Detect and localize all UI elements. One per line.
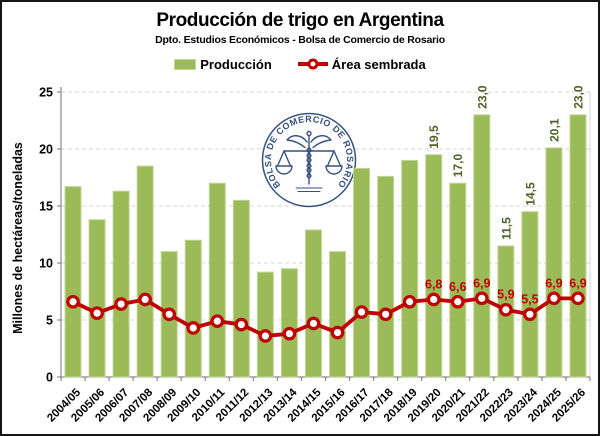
production-bar	[473, 114, 491, 378]
production-bar	[184, 239, 202, 378]
production-bar	[280, 268, 298, 378]
sown-area-value-label: 6,6	[449, 280, 466, 294]
sown-area-point	[306, 316, 321, 331]
y-axis-tick-label: 15	[39, 200, 53, 214]
sown-area-point	[330, 325, 345, 340]
bar-value-label: 11,5	[499, 217, 513, 240]
sown-area-point	[474, 291, 489, 306]
sown-area-point	[66, 294, 80, 309]
sown-area-value-label: 6,9	[473, 276, 490, 290]
y-axis-tick-label: 0	[46, 371, 53, 385]
production-bar	[232, 199, 250, 378]
sown-area-point	[186, 321, 201, 335]
production-bar	[112, 190, 130, 378]
production-bar	[353, 167, 371, 378]
sown-area-value-label: 6,8	[425, 277, 442, 291]
production-bar	[256, 271, 274, 378]
production-bar	[88, 219, 106, 378]
bar-value-label: 23,0	[571, 85, 585, 109]
sown-area-point	[523, 307, 537, 322]
sown-area-point	[258, 329, 273, 343]
legend-item-area: Área sembrada	[297, 56, 426, 72]
chart-subtitle: Dpto. Estudios Económicos - Bolsa de Com…	[155, 34, 445, 46]
production-bar	[401, 159, 419, 378]
production-bar	[208, 182, 226, 378]
sown-area-point	[450, 294, 465, 309]
sown-area-point	[378, 307, 393, 322]
sown-area-value-label: 5,5	[521, 292, 538, 306]
legend-area-label: Área sembrada	[331, 56, 426, 72]
y-axis-title: Millones de hectáreas/toneladas	[11, 142, 25, 334]
y-axis-tick-label: 5	[46, 314, 53, 328]
sown-area-point	[402, 294, 417, 309]
caduceus-scales-icon	[275, 130, 343, 193]
grid-layer	[61, 91, 591, 377]
y-axis-tick-label: 10	[39, 257, 53, 271]
production-swatch-icon	[174, 58, 197, 70]
legend-item-production: Producción	[174, 57, 272, 72]
sown-area-line	[71, 296, 580, 338]
bar-value-label: 14,5	[523, 182, 537, 206]
bar-value-label: 20,1	[547, 118, 561, 142]
sown-area-point	[354, 305, 369, 319]
production-bar	[136, 165, 154, 378]
sown-area-point	[90, 306, 104, 320]
sown-area-point	[114, 297, 128, 311]
sown-area-point	[499, 302, 513, 317]
sown-area-point	[282, 326, 297, 341]
sown-area-point	[138, 292, 152, 307]
y-axis-tick-label: 25	[39, 86, 53, 100]
area-dot-icon	[307, 58, 319, 70]
legend-production-label: Producción	[200, 56, 272, 72]
production-bar	[64, 186, 82, 378]
sown-area-point	[234, 317, 249, 332]
y-axis-tick-label: 20	[39, 143, 53, 157]
production-bar	[425, 154, 443, 378]
chart-title: Producción de trigo en Argentina	[156, 10, 444, 31]
production-bar	[545, 147, 563, 378]
sown-area-point	[426, 292, 441, 307]
bar-value-label: 19,5	[427, 125, 441, 149]
sown-area-point	[547, 291, 561, 306]
bar-value-label: 23,0	[475, 85, 489, 109]
sown-area-value-label: 6,9	[545, 276, 562, 290]
sown-area-value-label: 6,9	[569, 276, 586, 290]
production-bar	[329, 251, 347, 378]
production-bar	[449, 182, 467, 378]
sown-area-point	[162, 307, 177, 322]
sown-area-value-label: 5,9	[497, 288, 514, 302]
area-line-marker-icon	[297, 58, 328, 70]
bcr-logo-watermark: BOLSA DE COMERCIO DE ROSARIO	[261, 112, 357, 208]
sown-area-point	[571, 291, 585, 306]
production-bar	[377, 175, 395, 378]
production-bar	[521, 211, 539, 378]
legend: Producción Área sembrada	[2, 56, 598, 72]
sown-area-point	[210, 314, 225, 328]
production-bar	[304, 229, 322, 378]
bar-value-label: 17,0	[451, 154, 465, 178]
production-bar	[569, 114, 587, 378]
